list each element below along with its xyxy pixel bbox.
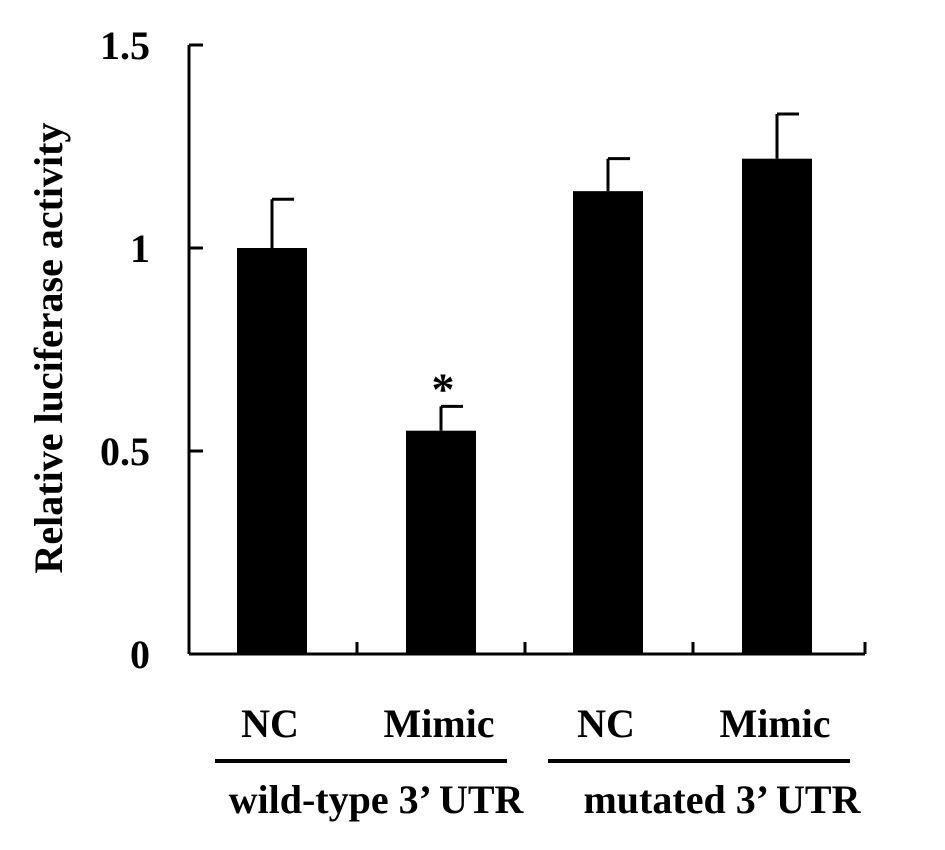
labels: * NC Mimic NC Mimic wild-type 3’ UTR mutated 3… xyxy=(215,363,862,822)
bar xyxy=(573,191,643,654)
group-label: mutated 3’ UTR xyxy=(583,777,861,822)
y-tick-label: 1 xyxy=(130,226,150,271)
bar xyxy=(406,430,476,654)
x-tick-label: NC xyxy=(241,701,299,746)
x-tick-label: Mimic xyxy=(719,701,830,746)
significance-mark: * xyxy=(432,363,455,414)
x-tick-label: NC xyxy=(577,701,635,746)
x-tick-label: Mimic xyxy=(383,701,494,746)
group-label: wild-type 3’ UTR xyxy=(229,777,525,822)
bar xyxy=(742,158,812,654)
y-axis-title: Relative luciferase activity xyxy=(26,123,71,574)
bar xyxy=(237,248,307,654)
bars xyxy=(237,112,812,654)
y-tick-label: 0.5 xyxy=(100,429,150,474)
y-tick-label: 0 xyxy=(130,632,150,677)
y-tick-label: 1.5 xyxy=(100,23,150,68)
